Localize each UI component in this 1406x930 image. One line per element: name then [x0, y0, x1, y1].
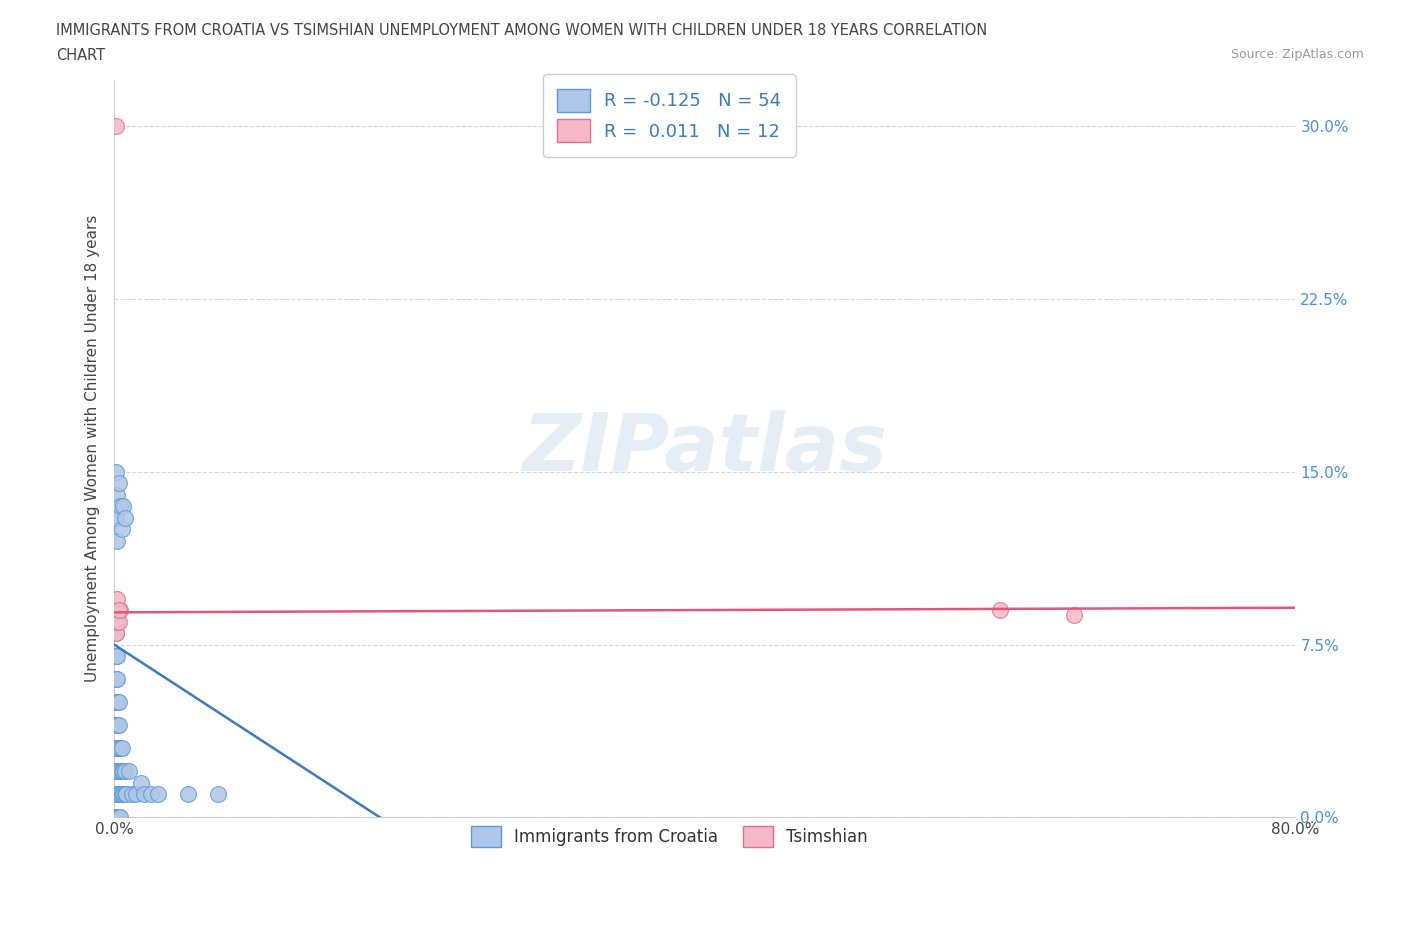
Point	[107, 603, 129, 618]
Point	[104, 764, 127, 778]
Point	[108, 603, 131, 618]
Point	[104, 614, 127, 629]
Point	[107, 764, 129, 778]
Point	[104, 603, 127, 618]
Point	[114, 511, 136, 525]
Point	[115, 787, 138, 802]
Text: ZIPatlas: ZIPatlas	[522, 410, 887, 487]
Point	[108, 498, 131, 513]
Point	[105, 741, 128, 756]
Point	[112, 787, 135, 802]
Point	[108, 787, 131, 802]
Point	[104, 511, 127, 525]
Point	[104, 787, 127, 802]
Point	[110, 741, 132, 756]
Point	[105, 534, 128, 549]
Point	[148, 787, 170, 802]
Point	[207, 787, 229, 802]
Point	[110, 522, 132, 537]
Point	[988, 603, 1011, 618]
Point	[139, 787, 162, 802]
Point	[118, 764, 141, 778]
Point	[105, 718, 128, 733]
Point	[105, 787, 128, 802]
Point	[121, 787, 143, 802]
Point	[114, 764, 136, 778]
Point	[112, 764, 135, 778]
Point	[107, 695, 129, 710]
Point	[104, 810, 127, 825]
Point	[104, 695, 127, 710]
Point	[110, 787, 132, 802]
Point	[1063, 607, 1085, 622]
Point	[105, 764, 128, 778]
Point	[104, 626, 127, 641]
Point	[105, 591, 128, 606]
Point	[105, 695, 128, 710]
Point	[108, 810, 131, 825]
Point	[104, 671, 127, 686]
Point	[129, 776, 152, 790]
Point	[177, 787, 200, 802]
Legend: Immigrants from Croatia, Tsimshian: Immigrants from Croatia, Tsimshian	[457, 813, 882, 860]
Text: IMMIGRANTS FROM CROATIA VS TSIMSHIAN UNEMPLOYMENT AMONG WOMEN WITH CHILDREN UNDE: IMMIGRANTS FROM CROATIA VS TSIMSHIAN UNE…	[56, 23, 987, 38]
Point	[104, 464, 127, 479]
Point	[108, 741, 131, 756]
Point	[105, 649, 128, 664]
Point	[105, 810, 128, 825]
Point	[104, 741, 127, 756]
Point	[105, 603, 128, 618]
Point	[107, 787, 129, 802]
Point	[104, 119, 127, 134]
Point	[104, 649, 127, 664]
Point	[104, 626, 127, 641]
Point	[114, 787, 136, 802]
Point	[132, 787, 155, 802]
Point	[125, 787, 148, 802]
Point	[105, 671, 128, 686]
Point	[105, 487, 128, 502]
Point	[107, 718, 129, 733]
Y-axis label: Unemployment Among Women with Children Under 18 years: Unemployment Among Women with Children U…	[86, 215, 100, 683]
Point	[107, 810, 129, 825]
Text: CHART: CHART	[56, 48, 105, 63]
Point	[107, 614, 129, 629]
Point	[104, 718, 127, 733]
Point	[104, 603, 127, 618]
Point	[112, 498, 135, 513]
Text: Source: ZipAtlas.com: Source: ZipAtlas.com	[1230, 48, 1364, 61]
Point	[110, 764, 132, 778]
Point	[107, 476, 129, 491]
Point	[108, 764, 131, 778]
Point	[107, 741, 129, 756]
Point	[105, 614, 128, 629]
